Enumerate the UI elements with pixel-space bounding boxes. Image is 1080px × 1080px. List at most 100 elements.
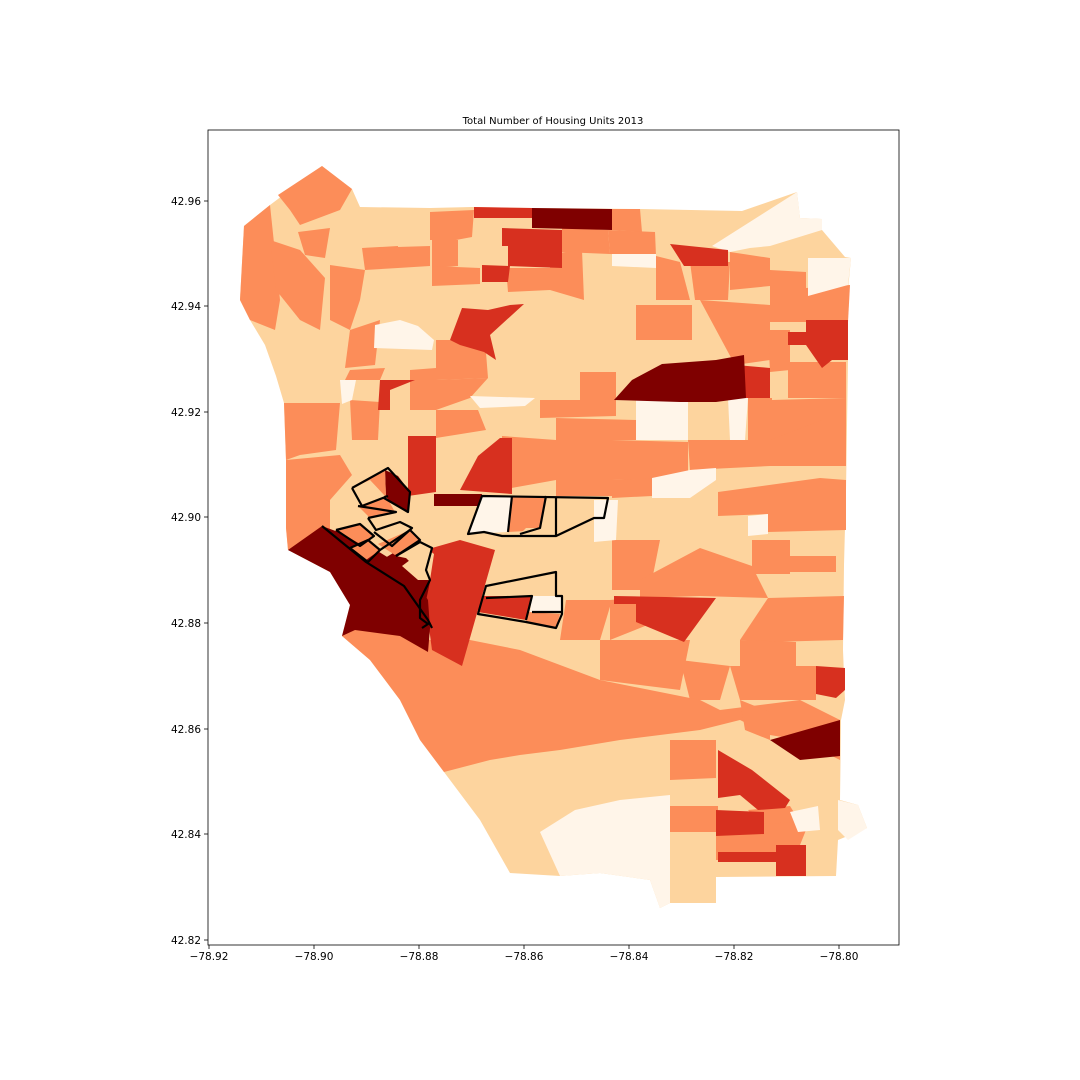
tract: [420, 540, 495, 666]
y-tick-label: 42.84: [171, 829, 201, 841]
tract: [670, 244, 728, 266]
tract: [345, 320, 380, 368]
tract: [478, 596, 532, 620]
tract: [506, 268, 550, 292]
tract: [612, 440, 688, 480]
tract: [612, 209, 642, 232]
tract: [614, 596, 716, 642]
x-tick-label: −78.88: [400, 951, 439, 963]
tract: [740, 700, 770, 740]
tract: [700, 300, 770, 365]
tract: [740, 640, 796, 666]
tract: [730, 252, 770, 290]
tract: [560, 600, 612, 640]
tract: [712, 192, 822, 252]
tract: [396, 542, 430, 560]
tract: [718, 750, 790, 810]
tract: [470, 396, 535, 408]
tract: [788, 332, 806, 345]
tract: [365, 246, 430, 268]
tract: [508, 496, 546, 532]
y-tick-label: 42.92: [171, 407, 201, 419]
tract: [718, 852, 776, 862]
tract: [640, 548, 768, 598]
tract: [474, 207, 532, 218]
tract: [532, 208, 612, 230]
x-tick-labels: −78.92 −78.90 −78.88 −78.86 −78.84 −78.8…: [190, 951, 859, 963]
tract: [388, 516, 414, 532]
tract: [330, 265, 365, 330]
tract: [410, 368, 436, 410]
tract: [378, 380, 415, 410]
tract: [612, 254, 656, 268]
tract: [530, 596, 562, 612]
tract: [816, 666, 845, 698]
y-tick-label: 42.88: [171, 618, 201, 630]
tract: [502, 228, 562, 268]
tract: [680, 660, 730, 700]
x-tick-label: −78.80: [820, 951, 859, 963]
tract: [770, 296, 806, 322]
tract: [612, 478, 660, 498]
tract: [562, 228, 610, 254]
tract: [608, 230, 656, 256]
tract: [748, 514, 768, 536]
tract: [776, 845, 806, 876]
tract: [486, 572, 556, 598]
tract: [460, 438, 512, 494]
tract: [600, 640, 690, 690]
tract: [408, 436, 436, 496]
tract: [345, 368, 385, 380]
tract: [656, 256, 690, 300]
tract: [500, 436, 556, 490]
y-tick-label: 42.90: [171, 512, 201, 524]
tract: [772, 398, 846, 440]
tract: [670, 806, 718, 832]
map-title: Total Number of Housing Units 2013: [462, 116, 644, 127]
tract: [556, 418, 636, 440]
tract: [770, 270, 806, 296]
tract-south-band: [342, 620, 840, 772]
tract: [594, 500, 618, 542]
y-tick-label: 42.82: [171, 935, 201, 947]
x-tick-label: −78.90: [295, 951, 334, 963]
tract: [372, 550, 430, 610]
tract: [670, 740, 716, 780]
tract: [716, 810, 764, 836]
tract: [808, 258, 851, 296]
x-axis: [208, 945, 840, 949]
y-tick-label: 42.86: [171, 724, 201, 736]
tract: [718, 478, 846, 532]
tract: [610, 598, 660, 640]
tract: [432, 266, 480, 286]
tract: [270, 240, 325, 330]
y-tick-labels: 42.82 42.84 42.86 42.88 42.90 42.92 42.9…: [171, 196, 201, 947]
tract: [690, 262, 730, 300]
tract: [240, 205, 280, 330]
tract: [284, 403, 340, 460]
x-tick-label: −78.86: [505, 951, 544, 963]
tract: [432, 240, 458, 268]
tract: [838, 800, 867, 840]
tract: [436, 378, 488, 410]
tract: [374, 320, 434, 350]
x-tick-label: −78.82: [715, 951, 754, 963]
tract: [740, 596, 844, 642]
x-tick-label: −78.84: [610, 951, 649, 963]
tract: [298, 228, 330, 258]
tract: [770, 720, 840, 760]
tract: [385, 470, 410, 512]
tract: [436, 410, 486, 438]
tract: [748, 398, 772, 440]
tract: [636, 305, 692, 340]
tract: [822, 420, 846, 466]
tract: [688, 440, 770, 470]
tract: [430, 210, 474, 240]
tract: [806, 320, 848, 368]
tract: [788, 362, 846, 398]
tract: [340, 380, 356, 404]
tract: [450, 304, 524, 360]
tract: [752, 540, 790, 574]
y-tick-label: 42.94: [171, 301, 201, 313]
